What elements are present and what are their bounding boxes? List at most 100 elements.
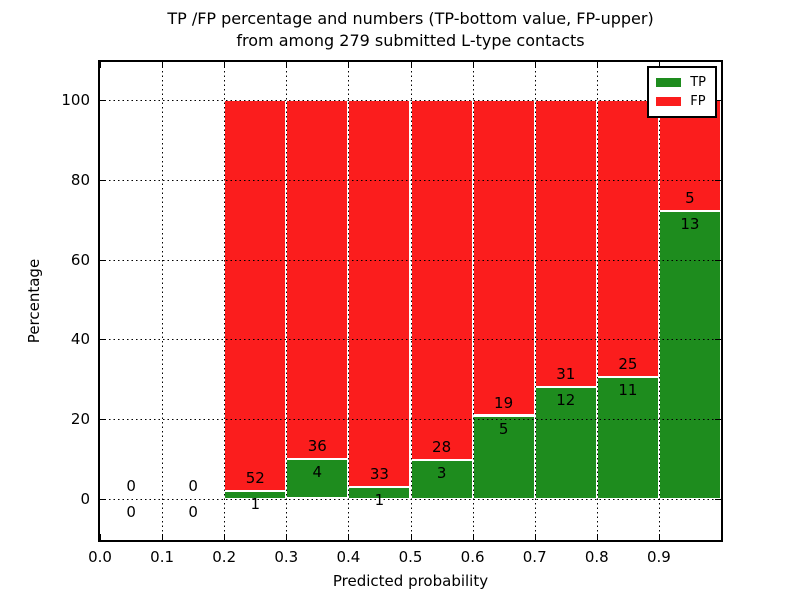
fp-count-label: 0 [188,476,198,495]
chart-title-line1: TP /FP percentage and numbers (TP-bottom… [167,9,654,28]
fp-bar-segment [410,100,473,460]
y-tick-label: 20 [70,409,90,428]
x-tick-mark-top [286,62,288,68]
x-tick-mark-bottom [286,534,288,540]
y-tick-mark-left [100,259,106,261]
x-axis-label: Predicted probability [332,572,489,590]
fp-count-label: 5 [685,188,695,207]
y-tick-label: 80 [70,170,90,189]
fp-count-label: 31 [556,365,576,384]
y-tick-mark-left [100,179,106,181]
x-tick-label: 0.1 [150,548,175,566]
tp-bar-segment [596,376,659,499]
x-tick-mark-top [410,62,412,68]
tp-count-label: 1 [374,490,385,509]
gridline-vertical [472,62,474,540]
legend-item-fp: FP [656,92,706,111]
y-tick-mark-right [715,418,721,420]
x-tick-mark-bottom [410,534,412,540]
y-tick-mark-left [100,339,106,341]
gridline-horizontal [100,418,721,420]
legend-label-tp: TP [690,75,706,90]
fp-color-swatch [656,97,682,106]
x-tick-label: 0.2 [212,548,237,566]
x-tick-mark-bottom [658,534,660,540]
x-tick-label: 0.9 [646,548,671,566]
fp-count-label: 19 [494,393,514,412]
y-tick-mark-left [100,100,106,102]
x-tick-mark-bottom [472,534,474,540]
y-tick-label: 40 [70,330,90,349]
fp-bar-segment [658,100,721,211]
x-tick-mark-bottom [348,534,350,540]
x-tick-label: 0.7 [522,548,547,566]
tp-color-swatch [656,78,682,87]
x-tick-mark-bottom [100,534,101,540]
fp-count-label: 28 [432,438,452,456]
fp-bar-segment [534,100,597,388]
tp-count-label: 4 [312,462,323,481]
fp-count-label: 52 [245,469,265,488]
tp-count-label: 0 [126,502,136,521]
x-tick-mark-top [348,62,350,68]
gridline-horizontal [100,259,721,261]
gridline-vertical [224,62,226,540]
x-tick-mark-bottom [596,534,598,540]
y-tick-label: 100 [61,91,90,110]
x-tick-mark-top [658,62,660,68]
fp-bar-segment [224,100,287,491]
x-tick-mark-top [596,62,598,68]
y-tick-label: 0 [80,489,90,508]
gridline-vertical [410,62,412,540]
y-tick-mark-right [715,259,721,261]
tp-bar-segment [658,210,721,499]
y-tick-mark-right [715,100,721,102]
fp-bar-segment [286,100,349,459]
x-tick-mark-bottom [534,534,536,540]
x-tick-label: 0.4 [336,548,361,566]
tp-count-label: 5 [498,419,509,438]
tp-count-label: 13 [680,214,700,233]
y-tick-mark-left [100,418,106,420]
gridline-horizontal [100,179,721,181]
tp-count-label: 3 [436,464,447,482]
gridline-vertical [534,62,536,540]
gridline-vertical [286,62,288,540]
legend-label-fp: FP [690,94,706,109]
x-tick-mark-top [100,62,101,68]
fp-count-label: 25 [618,354,638,373]
y-tick-mark-right [715,339,721,341]
gridline-horizontal [100,498,721,500]
x-tick-mark-bottom [162,534,164,540]
tp-count-label: 0 [188,502,198,521]
fp-count-label: 0 [126,476,136,495]
gridline-vertical [348,62,350,540]
x-tick-mark-top [472,62,474,68]
x-tick-mark-top [534,62,536,68]
gridline-vertical [162,62,164,540]
chart-title-line2: from among 279 submitted L-type contacts [236,31,585,50]
x-tick-label: 0.0 [88,548,112,566]
y-tick-mark-right [715,498,721,500]
chart-title: TP /FP percentage and numbers (TP-bottom… [100,8,721,52]
fp-bar-segment [596,100,659,377]
plot-area: 0 0 0 0 52 1 36 4 33 1 28 3 19 5 31 12 25 11 5 13 TP FP [98,60,723,542]
x-tick-label: 0.6 [460,548,485,566]
x-tick-mark-top [162,62,164,68]
x-tick-label: 0.5 [398,548,423,566]
x-tick-mark-bottom [224,534,226,540]
gridline-vertical [658,62,660,540]
tp-count-label: 1 [250,495,261,514]
gridline-vertical [596,62,598,540]
y-tick-label: 60 [70,250,90,269]
fp-bar-segment [348,100,411,487]
x-tick-mark-top [224,62,226,68]
fp-count-label: 36 [307,436,327,455]
fp-count-label: 33 [369,464,389,483]
x-tick-label: 0.8 [584,548,609,566]
tp-count-label: 11 [618,380,638,399]
x-tick-label: 0.3 [274,548,299,566]
legend: TP FP [647,66,717,118]
gridline-horizontal [100,100,721,102]
